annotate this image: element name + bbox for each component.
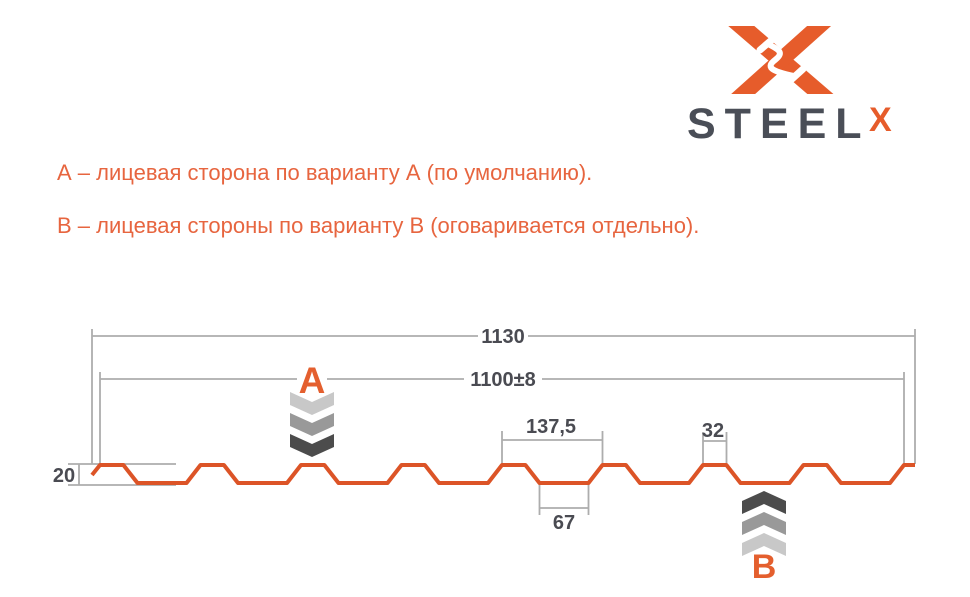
dim-rib-top-width-label: 32 [702,420,724,442]
dim-overall-width-label: 1130 [481,326,524,348]
dim-rib-bottom-width-label: 67 [553,512,575,534]
dimension-lines [68,329,916,515]
dim-working-width-label: 1100±8 [470,369,536,391]
dim-profile-height-label: 20 [53,465,75,487]
side-a-label: А [299,360,326,401]
logo-wordmark-sup-x: X [869,101,892,139]
note-variant-b: В – лицевая стороны по варианту В (огова… [57,213,700,238]
note-variant-a: А – лицевая сторона по варианту А (по ум… [57,160,593,185]
dim-rib-pitch-label: 137,5 [526,416,576,438]
side-b-chevrons-icon [742,491,786,556]
steelx-logo-icon [728,26,834,94]
side-a-chevrons-icon [290,392,334,457]
profile-sheet-outline [90,463,915,485]
side-b-label: В [752,548,777,586]
logo-wordmark: STEEL [687,100,871,148]
